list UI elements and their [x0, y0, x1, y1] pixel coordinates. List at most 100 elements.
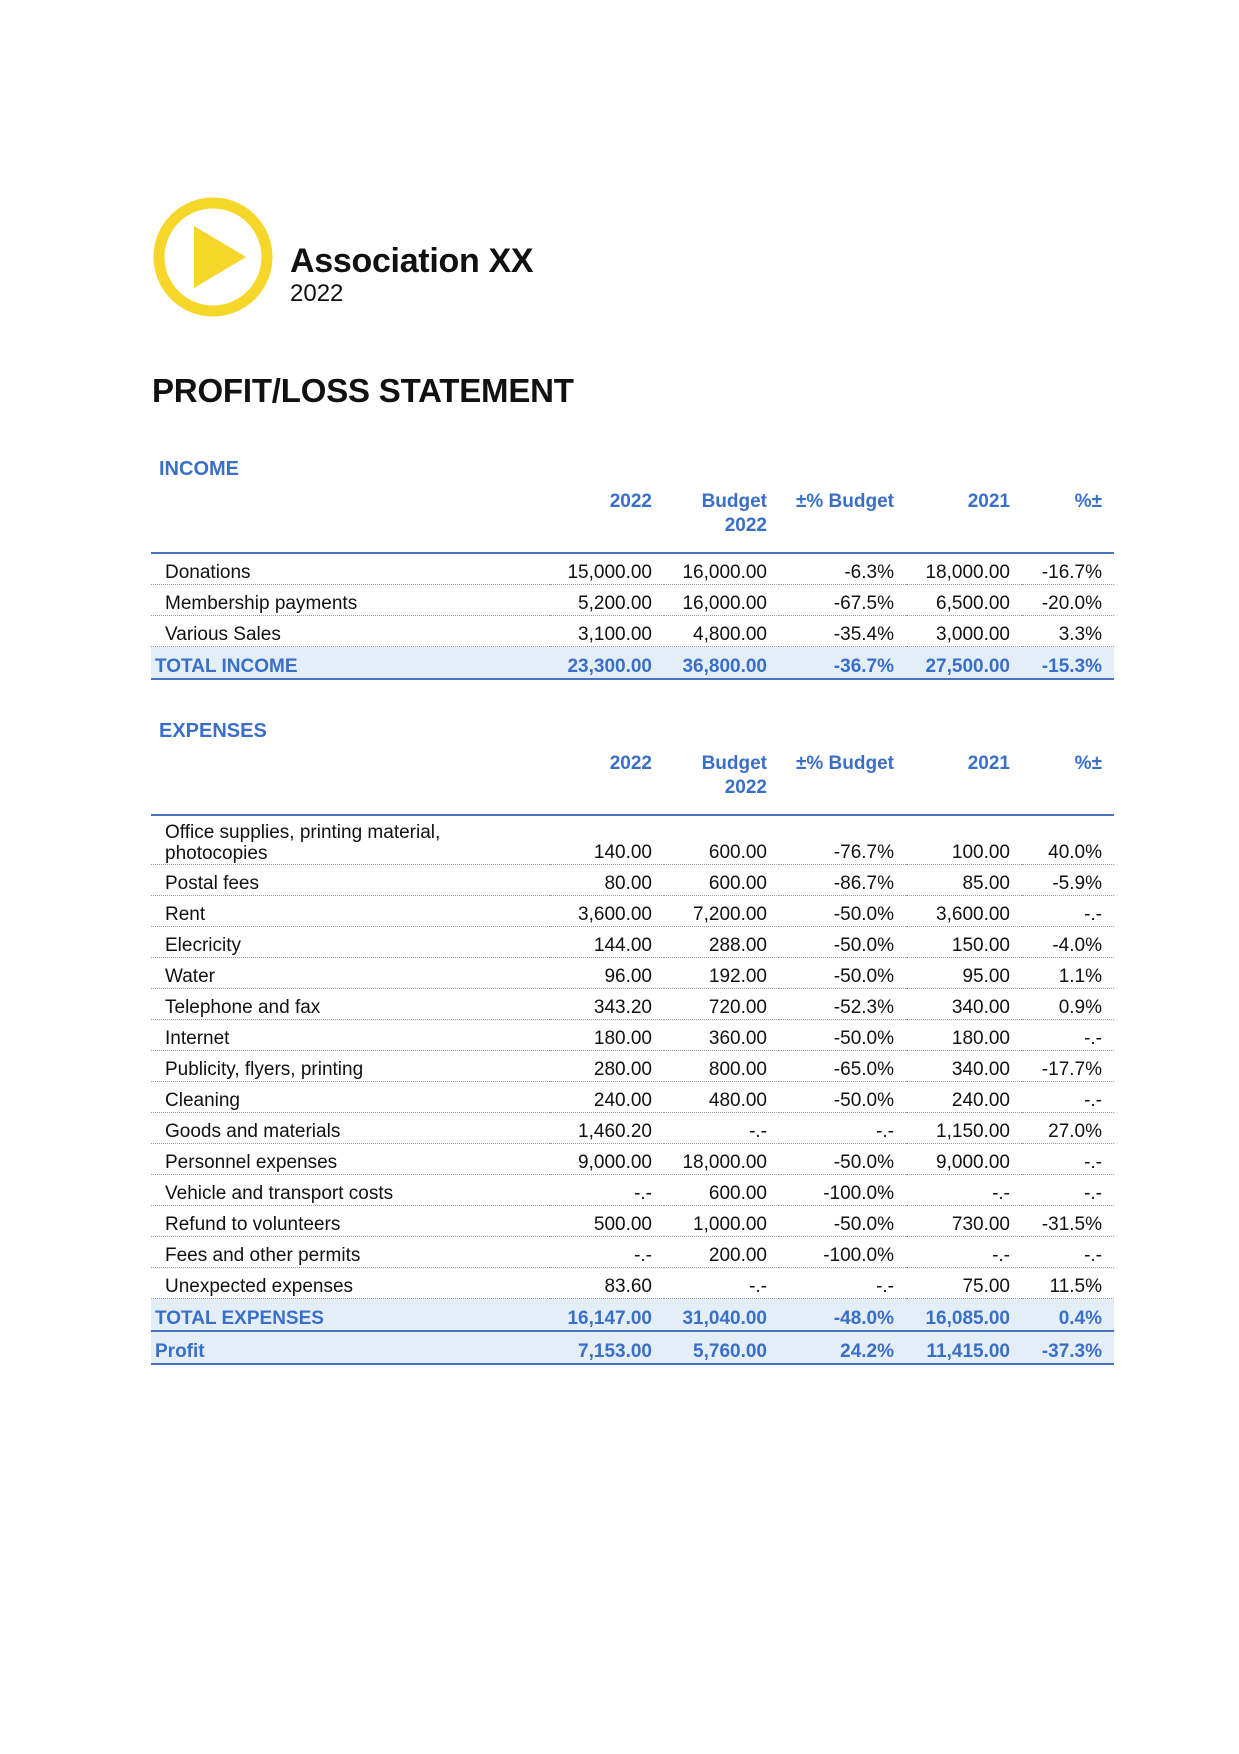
income-header-pct: %± — [1022, 487, 1114, 554]
cell-2022: 240.00 — [550, 1081, 664, 1113]
cell-budget: 18,000.00 — [664, 1143, 779, 1175]
row-label: Personnel expenses — [151, 1143, 550, 1175]
cell-pct: 11.5% — [1022, 1267, 1114, 1299]
cell-pct-budget: -6.3% — [779, 553, 906, 585]
cell-budget: 192.00 — [664, 957, 779, 989]
expenses-header-budget: Budget 2022 — [664, 749, 779, 816]
row-label: Donations — [151, 553, 550, 585]
cell-2021: 9,000.00 — [906, 1143, 1022, 1175]
cell-2021: 150.00 — [906, 926, 1022, 958]
cell-pct: -17.7% — [1022, 1050, 1114, 1082]
cell-pct-budget: -.- — [779, 1112, 906, 1144]
profit-pct: -37.3% — [1022, 1331, 1114, 1365]
income-header-year: 2022 — [550, 487, 664, 554]
cell-pct: -4.0% — [1022, 926, 1114, 958]
organization-name: Association XX — [290, 242, 534, 280]
table-row: Internet 180.00 360.00 -50.0% 180.00 -.- — [151, 1019, 1114, 1051]
cell-pct-budget: -76.7% — [779, 815, 906, 865]
cell-pct: 1.1% — [1022, 957, 1114, 989]
total-income-2021: 27,500.00 — [906, 646, 1022, 680]
cell-budget: 600.00 — [664, 815, 779, 865]
cell-2021: 6,500.00 — [906, 584, 1022, 616]
total-income-row: TOTAL INCOME 23,300.00 36,800.00 -36.7% … — [151, 646, 1114, 680]
expenses-section-label: EXPENSES — [159, 720, 267, 742]
table-row: Personnel expenses 9,000.00 18,000.00 -5… — [151, 1143, 1114, 1175]
table-row: Water 96.00 192.00 -50.0% 95.00 1.1% — [151, 957, 1114, 989]
cell-budget: 480.00 — [664, 1081, 779, 1113]
cell-2021: 3,600.00 — [906, 895, 1022, 927]
cell-pct: -31.5% — [1022, 1205, 1114, 1237]
cell-2021: 85.00 — [906, 864, 1022, 896]
cell-2022: 80.00 — [550, 864, 664, 896]
row-label: Unexpected expenses — [151, 1267, 550, 1299]
cell-2022: 3,600.00 — [550, 895, 664, 927]
table-row: Rent 3,600.00 7,200.00 -50.0% 3,600.00 -… — [151, 895, 1114, 927]
income-section-label: INCOME — [159, 458, 239, 480]
cell-budget: 4,800.00 — [664, 615, 779, 647]
cell-pct: -16.7% — [1022, 553, 1114, 585]
cell-pct: -.- — [1022, 1236, 1114, 1268]
cell-pct: -5.9% — [1022, 864, 1114, 896]
cell-2021: -.- — [906, 1174, 1022, 1206]
page-title: PROFIT/LOSS STATEMENT — [152, 372, 574, 409]
cell-budget: 600.00 — [664, 864, 779, 896]
cell-pct: -.- — [1022, 1143, 1114, 1175]
cell-2022: 280.00 — [550, 1050, 664, 1082]
cell-pct: -.- — [1022, 1174, 1114, 1206]
total-expenses-2021: 16,085.00 — [906, 1298, 1022, 1332]
cell-budget: -.- — [664, 1112, 779, 1144]
income-header-budget: Budget 2022 — [664, 487, 779, 554]
total-income-pct: -15.3% — [1022, 646, 1114, 680]
table-row: Membership payments 5,200.00 16,000.00 -… — [151, 584, 1114, 616]
profit-pct-budget: 24.2% — [779, 1331, 906, 1365]
cell-pct-budget: -50.0% — [779, 1019, 906, 1051]
cell-pct: -.- — [1022, 1081, 1114, 1113]
row-label: Cleaning — [151, 1081, 550, 1113]
cell-budget: 16,000.00 — [664, 584, 779, 616]
cell-2022: 9,000.00 — [550, 1143, 664, 1175]
organization-year: 2022 — [290, 280, 344, 307]
cell-2021: 1,150.00 — [906, 1112, 1022, 1144]
cell-pct-budget: -52.3% — [779, 988, 906, 1020]
expenses-header-pct-budget: ±% Budget — [779, 749, 906, 816]
row-label: Various Sales — [151, 615, 550, 647]
expenses-header-row: 2022 Budget 2022 ±% Budget 2021 %± — [151, 749, 1114, 816]
cell-pct-budget: -86.7% — [779, 864, 906, 896]
cell-2022: -.- — [550, 1236, 664, 1268]
total-expenses-pct-budget: -48.0% — [779, 1298, 906, 1332]
row-label: Publicity, flyers, printing — [151, 1050, 550, 1082]
total-income-pct-budget: -36.7% — [779, 646, 906, 680]
cell-2022: 144.00 — [550, 926, 664, 958]
table-row: Vehicle and transport costs -.- 600.00 -… — [151, 1174, 1114, 1206]
row-label: Postal fees — [151, 864, 550, 896]
cell-pct-budget: -100.0% — [779, 1174, 906, 1206]
cell-pct-budget: -50.0% — [779, 1143, 906, 1175]
table-row: Refund to volunteers 500.00 1,000.00 -50… — [151, 1205, 1114, 1237]
table-row: Office supplies, printing material, phot… — [151, 815, 1114, 865]
cell-pct-budget: -35.4% — [779, 615, 906, 647]
cell-2021: 75.00 — [906, 1267, 1022, 1299]
cell-pct: -.- — [1022, 1019, 1114, 1051]
cell-2021: 340.00 — [906, 988, 1022, 1020]
total-expenses-2022: 16,147.00 — [550, 1298, 664, 1332]
expenses-table: 2022 Budget 2022 ±% Budget 2021 %± Offic… — [151, 749, 1114, 1365]
total-income-label: TOTAL INCOME — [151, 646, 550, 680]
total-expenses-row: TOTAL EXPENSES 16,147.00 31,040.00 -48.0… — [151, 1298, 1114, 1332]
row-label: Fees and other permits — [151, 1236, 550, 1268]
profit-row: Profit 7,153.00 5,760.00 24.2% 11,415.00… — [151, 1331, 1114, 1365]
cell-pct-budget: -.- — [779, 1267, 906, 1299]
income-header-blank — [151, 487, 550, 554]
cell-budget: 16,000.00 — [664, 553, 779, 585]
total-expenses-pct: 0.4% — [1022, 1298, 1114, 1332]
row-label: Internet — [151, 1019, 550, 1051]
total-income-budget: 36,800.00 — [664, 646, 779, 680]
cell-2022: 343.20 — [550, 988, 664, 1020]
cell-pct-budget: -50.0% — [779, 957, 906, 989]
cell-2022: 500.00 — [550, 1205, 664, 1237]
cell-pct: 3.3% — [1022, 615, 1114, 647]
row-label: Telephone and fax — [151, 988, 550, 1020]
table-row: Donations 15,000.00 16,000.00 -6.3% 18,0… — [151, 553, 1114, 585]
table-row: Fees and other permits -.- 200.00 -100.0… — [151, 1236, 1114, 1268]
table-row: Unexpected expenses 83.60 -.- -.- 75.00 … — [151, 1267, 1114, 1299]
table-row: Postal fees 80.00 600.00 -86.7% 85.00 -5… — [151, 864, 1114, 896]
